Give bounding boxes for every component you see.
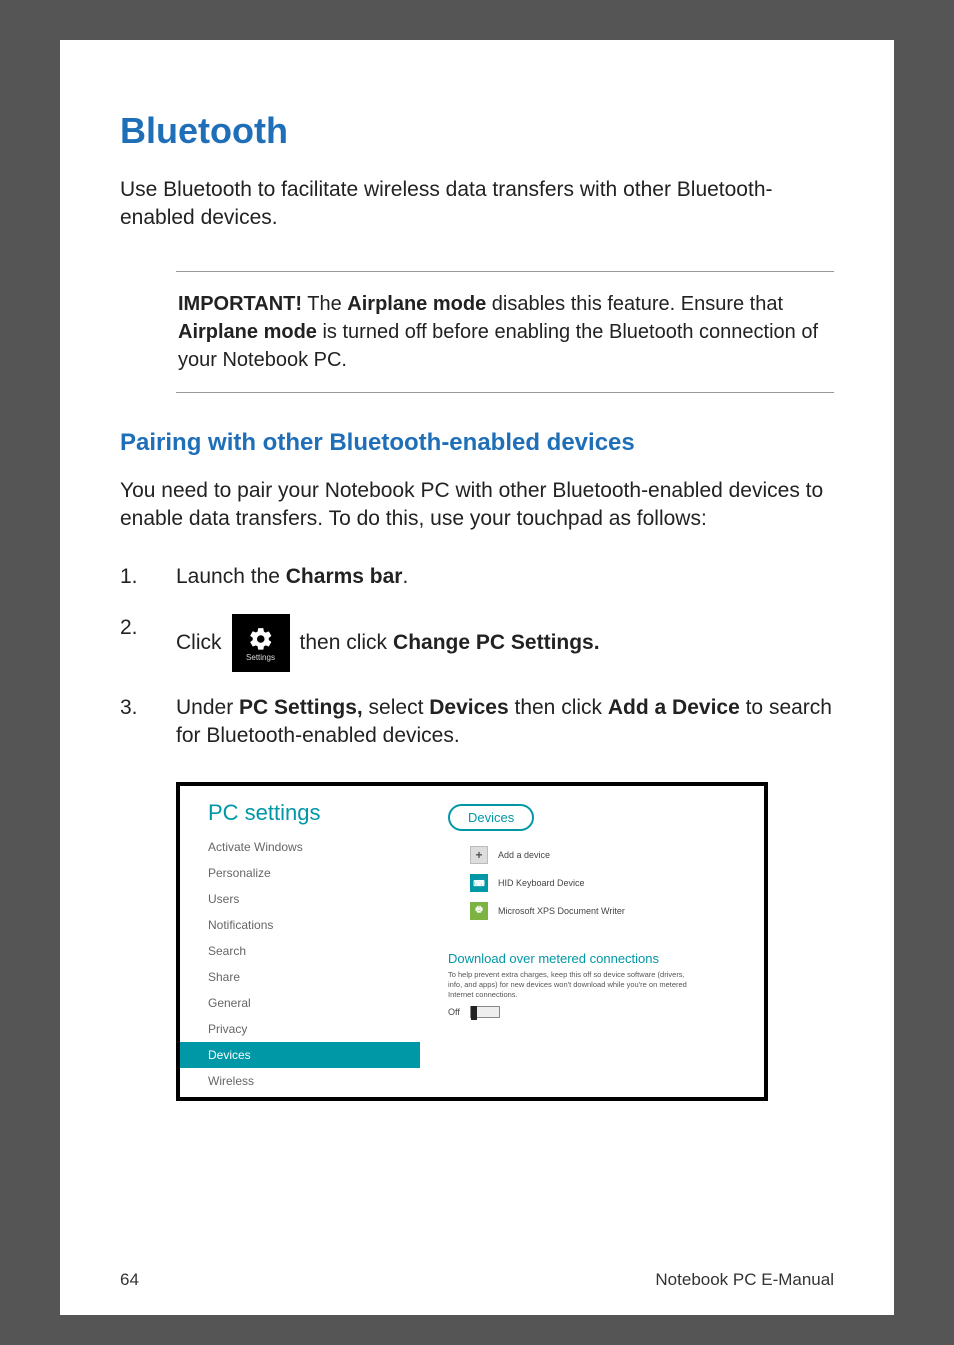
important-label: IMPORTANT! [178, 293, 302, 315]
manual-page: Bluetooth Use Bluetooth to facilitate wi… [60, 40, 894, 1315]
settings-content: Devices + Add a device ⌨ HID Keyboard De… [420, 786, 764, 1097]
settings-charm-icon: Settings [232, 614, 290, 672]
device-row-hid[interactable]: ⌨ HID Keyboard Device [448, 871, 746, 895]
page-title: Bluetooth [120, 110, 834, 152]
settings-icon-label: Settings [246, 653, 275, 664]
sidebar-item-users[interactable]: Users [180, 886, 420, 912]
metered-heading: Download over metered connections [448, 951, 746, 966]
steps-list: 1. Launch the Charms bar. 2. Click Setti… [120, 563, 834, 772]
metered-toggle[interactable] [470, 1006, 500, 1018]
pc-settings-title: PC settings [180, 800, 420, 834]
step3-b1: PC Settings, [239, 696, 363, 719]
step-number: 3. [120, 694, 176, 751]
sidebar-item-personalize[interactable]: Personalize [180, 860, 420, 886]
sidebar-item-general[interactable]: General [180, 990, 420, 1016]
keyboard-icon: ⌨ [470, 874, 488, 892]
step1-bold: Charms bar [286, 565, 403, 588]
device-hid-label: HID Keyboard Device [498, 878, 585, 888]
settings-sidebar: PC settings Activate Windows Personalize… [180, 786, 420, 1097]
sidebar-item-notifications[interactable]: Notifications [180, 912, 420, 938]
lead-text: You need to pair your Notebook PC with o… [120, 477, 834, 534]
toggle-off-label: Off [448, 1007, 460, 1017]
step2-pre: Click [176, 629, 222, 657]
step-number: 1. [120, 563, 176, 591]
step-content: Click Settings then click Change PC Sett… [176, 614, 834, 672]
step3-pre: Under [176, 696, 239, 719]
footer-title: Notebook PC E-Manual [655, 1270, 834, 1290]
sidebar-item-search[interactable]: Search [180, 938, 420, 964]
step3-mid1: select [363, 696, 430, 719]
metered-description: To help prevent extra charges, keep this… [448, 970, 698, 999]
pc-settings-screenshot: PC settings Activate Windows Personalize… [176, 782, 768, 1101]
important-bold2: Airplane mode [178, 321, 317, 343]
sidebar-item-ease[interactable]: Ease of Access [180, 1094, 420, 1101]
step1-pre: Launch the [176, 565, 286, 588]
plus-icon: + [470, 846, 488, 864]
gear-icon [248, 626, 274, 652]
step-3: 3. Under PC Settings, select Devices the… [120, 694, 834, 751]
sidebar-item-privacy[interactable]: Privacy [180, 1016, 420, 1042]
sidebar-item-wireless[interactable]: Wireless [180, 1068, 420, 1094]
step2-mid: then click [300, 629, 388, 657]
step-2: 2. Click Settings then click Change PC S… [120, 614, 834, 672]
sidebar-item-devices[interactable]: Devices [180, 1042, 420, 1068]
step3-mid2: then click [509, 696, 608, 719]
important-bold1: Airplane mode [347, 293, 486, 315]
step-1: 1. Launch the Charms bar. [120, 563, 834, 591]
device-row-xps[interactable]: 🖶 Microsoft XPS Document Writer [448, 899, 746, 923]
metered-toggle-row: Off [448, 1006, 746, 1018]
add-device-label: Add a device [498, 850, 550, 860]
step3-b3: Add a Device [608, 696, 740, 719]
step-content: Under PC Settings, select Devices then c… [176, 694, 834, 751]
devices-heading-pill: Devices [448, 804, 534, 831]
important-callout: IMPORTANT! The Airplane mode disables th… [176, 271, 834, 393]
add-device-row[interactable]: + Add a device [448, 843, 746, 867]
sidebar-item-activate[interactable]: Activate Windows [180, 834, 420, 860]
intro-text: Use Bluetooth to facilitate wireless dat… [120, 176, 834, 233]
page-footer: 64 Notebook PC E-Manual [120, 1250, 834, 1290]
section-subheading: Pairing with other Bluetooth-enabled dev… [120, 429, 834, 457]
device-xps-label: Microsoft XPS Document Writer [498, 906, 625, 916]
important-mid: disables this feature. Ensure that [486, 293, 783, 315]
printer-icon: 🖶 [470, 902, 488, 920]
step-content: Launch the Charms bar. [176, 563, 834, 591]
important-pre: The [302, 293, 347, 315]
step3-b2: Devices [429, 696, 508, 719]
step2-bold: Change PC Settings. [393, 629, 600, 657]
page-number: 64 [120, 1270, 139, 1290]
sidebar-item-share[interactable]: Share [180, 964, 420, 990]
step1-post: . [402, 565, 408, 588]
step-number: 2. [120, 614, 176, 672]
